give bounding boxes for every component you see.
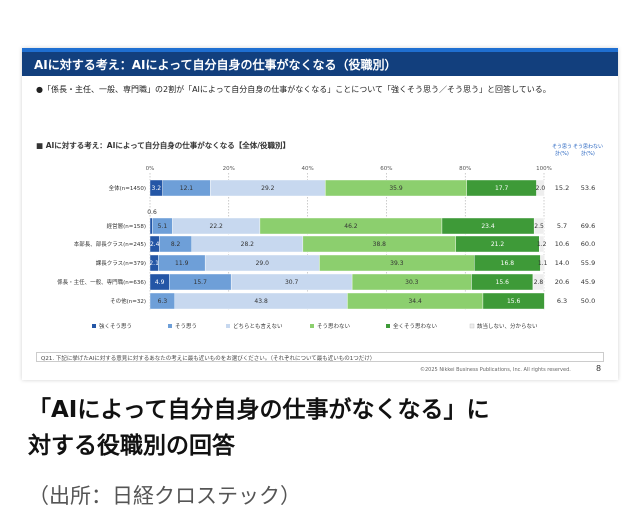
agree-total: 20.6 <box>555 278 569 286</box>
caption-source: （出所：日経クロステック） <box>28 484 301 508</box>
data-label: 28.2 <box>241 241 255 248</box>
data-label: 29.0 <box>256 260 270 267</box>
legend-swatch <box>310 324 314 328</box>
category-label: 本部長、部長クラス(n=245) <box>74 240 146 248</box>
data-label: 23.4 <box>481 223 495 230</box>
x-tick-label: 0% <box>146 166 155 172</box>
data-label: 15.6 <box>496 279 510 286</box>
data-label: 2.1 <box>149 260 159 267</box>
data-label: 1.2 <box>537 241 547 248</box>
data-label: 15.6 <box>507 298 521 305</box>
bar-segment <box>540 254 545 272</box>
summary-header: 計(%) <box>581 150 595 157</box>
data-label: 3.2 <box>152 185 162 192</box>
disagree-total: 50.0 <box>581 297 595 305</box>
data-label: 2.4 <box>150 241 160 248</box>
article-caption: 「AIによって自分自身の仕事がなくなる」に 対する役職別の回答 <box>28 392 628 464</box>
legend-label: そう思わない <box>317 323 351 330</box>
data-label: 21.2 <box>491 241 505 248</box>
agree-total: 5.7 <box>557 222 567 230</box>
data-label: 4.9 <box>155 279 165 286</box>
legend-swatch <box>168 324 172 328</box>
disagree-total: 60.0 <box>581 240 595 248</box>
slide-header: AIに対する考え：AIによって自分自身の仕事がなくなる（役職別） <box>22 48 618 76</box>
category-label: 全体(n=1450) <box>109 184 146 192</box>
legend-swatch <box>386 324 390 328</box>
legend-swatch <box>226 324 230 328</box>
data-label: 22.2 <box>210 223 224 230</box>
survey-footnote: Q21. 下記に挙げたAIに対する意見に対するあなたの考えに最も近いものをお選び… <box>36 352 604 362</box>
disagree-total: 69.6 <box>581 222 595 230</box>
disagree-total: 45.9 <box>581 278 595 286</box>
disagree-total: 55.9 <box>581 259 595 267</box>
data-label: 43.8 <box>254 298 268 305</box>
x-tick-label: 20% <box>223 166 235 172</box>
x-tick-label: 60% <box>380 166 392 172</box>
data-label: 2.0 <box>536 185 546 192</box>
bar-segment <box>539 235 545 253</box>
bar-segment <box>533 217 545 235</box>
data-label: 29.2 <box>261 185 275 192</box>
report-slide: AIに対する考え：AIによって自分自身の仕事がなくなる（役職別） ●「係長・主任… <box>22 48 618 380</box>
data-label: 0.6 <box>147 209 157 216</box>
data-label: 38.8 <box>373 241 387 248</box>
category-label: 課長クラス(n=379) <box>96 259 146 267</box>
category-label: 経営層(n=158) <box>107 222 146 230</box>
agree-total: 15.2 <box>555 184 569 192</box>
stacked-bar-chart: 0% 20% 40% 60% 80% 100%そう思う計(%)そう思わない計(%)全体(n… <box>57 143 603 330</box>
disagree-total: 53.6 <box>581 184 595 192</box>
data-label: 35.9 <box>389 185 403 192</box>
legend-label: 全くそう思わない <box>393 322 438 330</box>
category-label: 係長・主任、一般、専門職(n=636) <box>57 278 146 286</box>
bar-segment <box>536 179 545 197</box>
page-number: 8 <box>596 364 602 373</box>
agree-total: 14.0 <box>555 259 569 267</box>
data-label: 16.8 <box>501 260 515 267</box>
data-label: 46.2 <box>344 223 358 230</box>
summary-header: 計(%) <box>555 150 569 157</box>
data-label: 2.8 <box>534 279 544 286</box>
bar-segment <box>532 273 545 291</box>
legend-label: どちらとも言えない <box>233 322 283 330</box>
x-tick-label: 100% <box>536 166 552 172</box>
data-label: 34.4 <box>408 298 422 305</box>
data-label: 2.5 <box>534 223 544 230</box>
legend-swatch <box>469 323 475 329</box>
data-label: 30.3 <box>405 279 419 286</box>
legend-label: そう思う <box>175 323 197 330</box>
caption-line-1: 「AIによって自分自身の仕事がなくなる」に <box>28 397 490 423</box>
slide-title: AIに対する考え：AIによって自分自身の仕事がなくなる（役職別） <box>34 58 397 72</box>
summary-header: そう思う <box>552 143 572 150</box>
data-label: 6.3 <box>158 298 168 305</box>
data-label: 30.7 <box>285 279 299 286</box>
slide-bullet: ●「係長・主任、一般、専門職」の2割が「AIによって自分自身の仕事がなくなる」こ… <box>36 85 551 94</box>
bar-segment <box>482 292 545 310</box>
x-tick-label: 80% <box>459 166 471 172</box>
copyright: ©2025 Nikkei Business Publications, Inc.… <box>420 367 571 373</box>
data-label: 17.7 <box>495 185 509 192</box>
data-label: 8.2 <box>171 241 181 248</box>
chart-title: ■ AIに対する考え：AIによって自分自身の仕事がなくなる【全体/役職別】 <box>36 141 291 150</box>
x-tick-label: 40% <box>301 166 313 172</box>
data-label: 1.1 <box>538 260 548 267</box>
agree-total: 6.3 <box>557 297 567 305</box>
bar-segment <box>149 217 153 235</box>
legend-swatch <box>92 324 96 328</box>
data-label: 39.3 <box>390 260 404 267</box>
legend-label: 該当しない、分からない <box>477 322 538 330</box>
agree-total: 10.6 <box>555 240 569 248</box>
data-label: 15.7 <box>194 279 208 286</box>
legend-label: 強くそう思う <box>99 322 132 330</box>
data-label: 11.9 <box>175 260 189 267</box>
caption-line-2: 対する役職別の回答 <box>28 433 235 459</box>
category-label: その他(n=32) <box>110 297 146 305</box>
summary-header: そう思わない <box>573 143 603 150</box>
data-label: 5.1 <box>158 223 168 230</box>
data-label: 12.1 <box>180 185 194 192</box>
